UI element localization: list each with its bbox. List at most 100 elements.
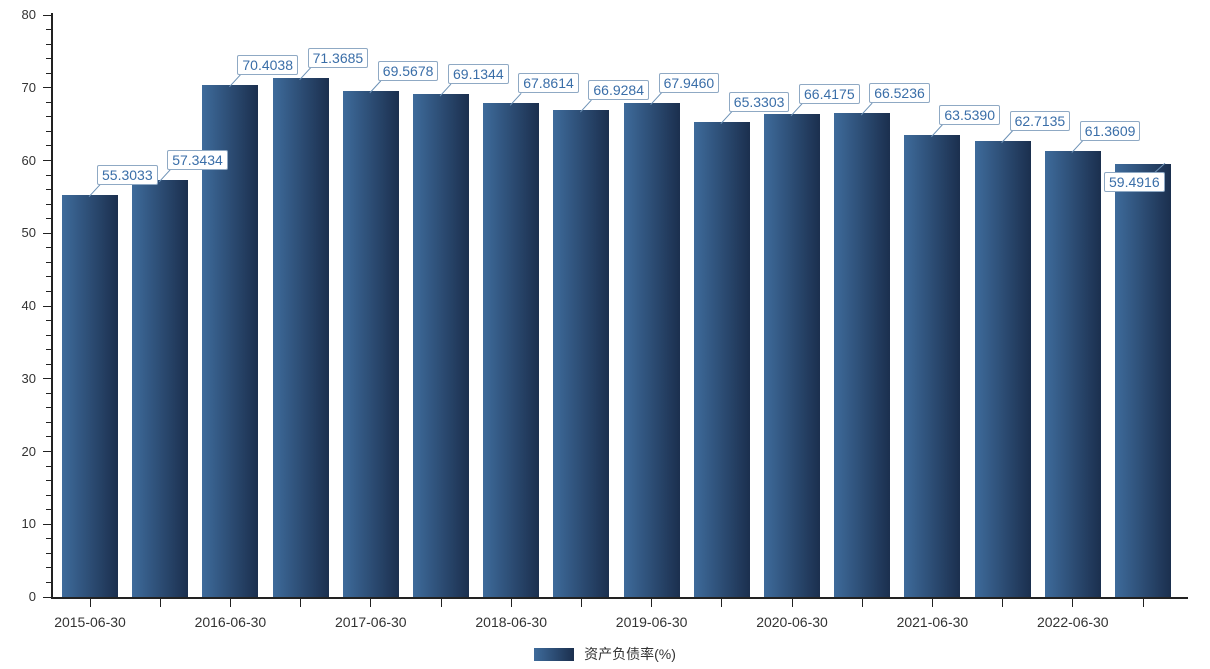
- y-minor-tick: [46, 145, 52, 147]
- x-tick: [370, 599, 372, 607]
- value-label-11: 66.5236: [869, 83, 930, 104]
- x-tick-label: 2018-06-30: [475, 614, 547, 630]
- value-label-4: 69.5678: [377, 60, 439, 81]
- x-tick: [229, 599, 231, 607]
- bar-10[interactable]: [764, 113, 820, 597]
- bar-2[interactable]: [202, 84, 259, 597]
- y-minor-tick: [46, 349, 52, 351]
- bar-12[interactable]: [904, 134, 961, 597]
- y-minor-tick: [46, 581, 52, 583]
- x-tick: [1072, 599, 1074, 607]
- bar-11[interactable]: [834, 113, 891, 597]
- legend-label[interactable]: 资产负债率(%): [584, 646, 676, 662]
- y-minor-tick: [46, 218, 52, 220]
- bar-3[interactable]: [272, 77, 329, 597]
- x-tick: [861, 599, 863, 607]
- y-minor-tick: [46, 407, 52, 409]
- y-minor-tick: [46, 436, 52, 438]
- bar-6[interactable]: [483, 103, 540, 597]
- x-tick: [89, 599, 91, 607]
- value-label-15: 59.4916: [1104, 172, 1165, 193]
- x-tick: [931, 599, 933, 607]
- bar-7[interactable]: [553, 110, 610, 597]
- y-major-tick: [43, 596, 52, 598]
- value-label-0: 55.3033: [97, 164, 158, 185]
- y-minor-tick: [46, 72, 52, 74]
- value-label-9: 65.3303: [728, 91, 790, 112]
- y-tick-label: 20: [21, 443, 36, 459]
- y-minor-tick: [46, 101, 52, 103]
- value-label-5: 69.1344: [448, 64, 509, 85]
- y-minor-tick: [46, 58, 52, 60]
- y-tick-label: 40: [21, 298, 36, 313]
- y-axis-line: [51, 13, 53, 599]
- y-tick-label: 0: [28, 589, 36, 604]
- value-label-7: 66.9284: [588, 80, 649, 101]
- x-tick-label: 2015-06-30: [54, 614, 126, 630]
- x-tick: [580, 599, 582, 607]
- y-minor-tick: [46, 174, 52, 176]
- x-tick-label: 2020-06-30: [756, 614, 828, 630]
- x-tick-label: 2016-06-30: [194, 614, 267, 630]
- x-axis-line: [51, 597, 1188, 599]
- y-tick-label: 80: [21, 7, 36, 22]
- y-minor-tick: [46, 567, 52, 569]
- y-minor-tick: [46, 43, 52, 45]
- x-tick: [440, 599, 442, 607]
- bar-4[interactable]: [342, 90, 399, 597]
- y-major-tick: [43, 14, 52, 16]
- y-minor-tick: [46, 480, 52, 482]
- bar-13[interactable]: [974, 140, 1031, 597]
- y-minor-tick: [46, 116, 52, 118]
- y-minor-tick: [46, 392, 52, 394]
- x-tick-label: 2017-06-30: [334, 614, 407, 630]
- bar-15[interactable]: [1115, 164, 1171, 597]
- y-minor-tick: [46, 189, 52, 191]
- bar-14[interactable]: [1044, 150, 1101, 597]
- x-tick: [651, 599, 653, 607]
- y-major-tick: [43, 160, 52, 161]
- value-label-3: 71.3685: [307, 47, 369, 68]
- value-label-1: 57.3434: [167, 149, 228, 170]
- y-minor-tick: [46, 421, 52, 423]
- bar-8[interactable]: [623, 102, 680, 597]
- bar-5[interactable]: [413, 94, 469, 597]
- value-label-10: 66.4175: [799, 83, 860, 104]
- y-minor-tick: [46, 247, 52, 249]
- legend-swatch[interactable]: [534, 647, 575, 661]
- bar-1[interactable]: [132, 179, 189, 597]
- x-tick: [721, 599, 723, 607]
- bar-0[interactable]: [62, 194, 118, 597]
- y-major-tick: [43, 305, 52, 307]
- y-minor-tick: [46, 276, 52, 278]
- y-major-tick: [43, 451, 52, 452]
- y-major-tick: [43, 87, 52, 89]
- x-tick-label: 2021-06-30: [896, 614, 969, 630]
- y-minor-tick: [46, 509, 52, 511]
- x-tick: [1142, 599, 1144, 607]
- legend: 资产负债率(%): [0, 644, 1210, 664]
- y-minor-tick: [46, 29, 52, 31]
- x-tick: [300, 599, 302, 607]
- value-label-2: 70.4038: [237, 54, 298, 75]
- y-minor-tick: [46, 320, 52, 322]
- bar-9[interactable]: [693, 121, 750, 597]
- y-tick-label: 60: [21, 152, 36, 168]
- y-minor-tick: [46, 203, 52, 205]
- y-tick-label: 50: [21, 225, 36, 241]
- x-tick: [791, 599, 793, 607]
- x-tick: [510, 599, 512, 607]
- value-label-8: 67.9460: [658, 72, 720, 93]
- y-minor-tick: [46, 465, 52, 467]
- x-tick: [159, 599, 161, 607]
- y-minor-tick: [46, 290, 52, 292]
- y-tick-label: 30: [21, 370, 36, 386]
- x-tick-label: 2022-06-30: [1036, 614, 1109, 630]
- y-major-tick: [43, 232, 52, 234]
- value-label-6: 67.8614: [518, 73, 579, 94]
- y-minor-tick: [46, 130, 52, 132]
- y-minor-tick: [46, 538, 52, 540]
- value-label-12: 63.5390: [939, 104, 1000, 125]
- x-tick: [1002, 599, 1004, 607]
